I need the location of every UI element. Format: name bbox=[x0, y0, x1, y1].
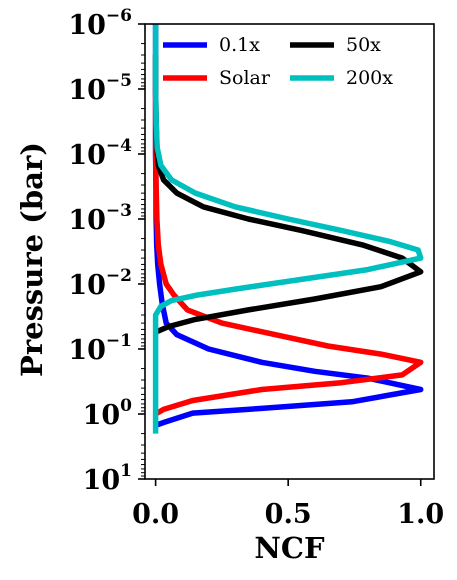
y-tick-label: 10−5 bbox=[68, 71, 132, 106]
x-axis-title: NCF bbox=[254, 531, 325, 565]
x-tick-label: 0.0 bbox=[132, 499, 179, 530]
legend-label-solar: Solar bbox=[219, 67, 271, 89]
series-line-200x bbox=[152, 24, 424, 434]
y-tick-label: 101 bbox=[83, 461, 132, 496]
y-tick-label: 10−3 bbox=[68, 201, 132, 236]
legend-label-200x: 200x bbox=[346, 67, 393, 89]
ticks-layer: 0.0 0.5 1.0 10−6 10−5 10−4 10−3 10−2 10−1 100 101 bbox=[68, 6, 444, 530]
series-layer bbox=[152, 24, 424, 434]
series-line-solar bbox=[152, 89, 424, 417]
x-tick-label: 1.0 bbox=[397, 499, 444, 530]
y-axis-title: Pressure (bar) bbox=[15, 142, 49, 377]
plot-frame bbox=[144, 23, 435, 480]
y-tick-label: 100 bbox=[83, 396, 133, 431]
x-tick-label: 0.5 bbox=[265, 499, 312, 530]
legend-label-50x: 50x bbox=[346, 34, 381, 56]
y-tick-label: 10−4 bbox=[68, 136, 132, 171]
y-tick-label: 10−1 bbox=[68, 331, 132, 366]
legend-label-0-1x: 0.1x bbox=[219, 34, 260, 56]
y-tick-label: 10−6 bbox=[68, 6, 132, 41]
legend: 0.1x 50x Solar 200x bbox=[163, 34, 393, 89]
y-tick-label: 10−2 bbox=[68, 266, 132, 301]
